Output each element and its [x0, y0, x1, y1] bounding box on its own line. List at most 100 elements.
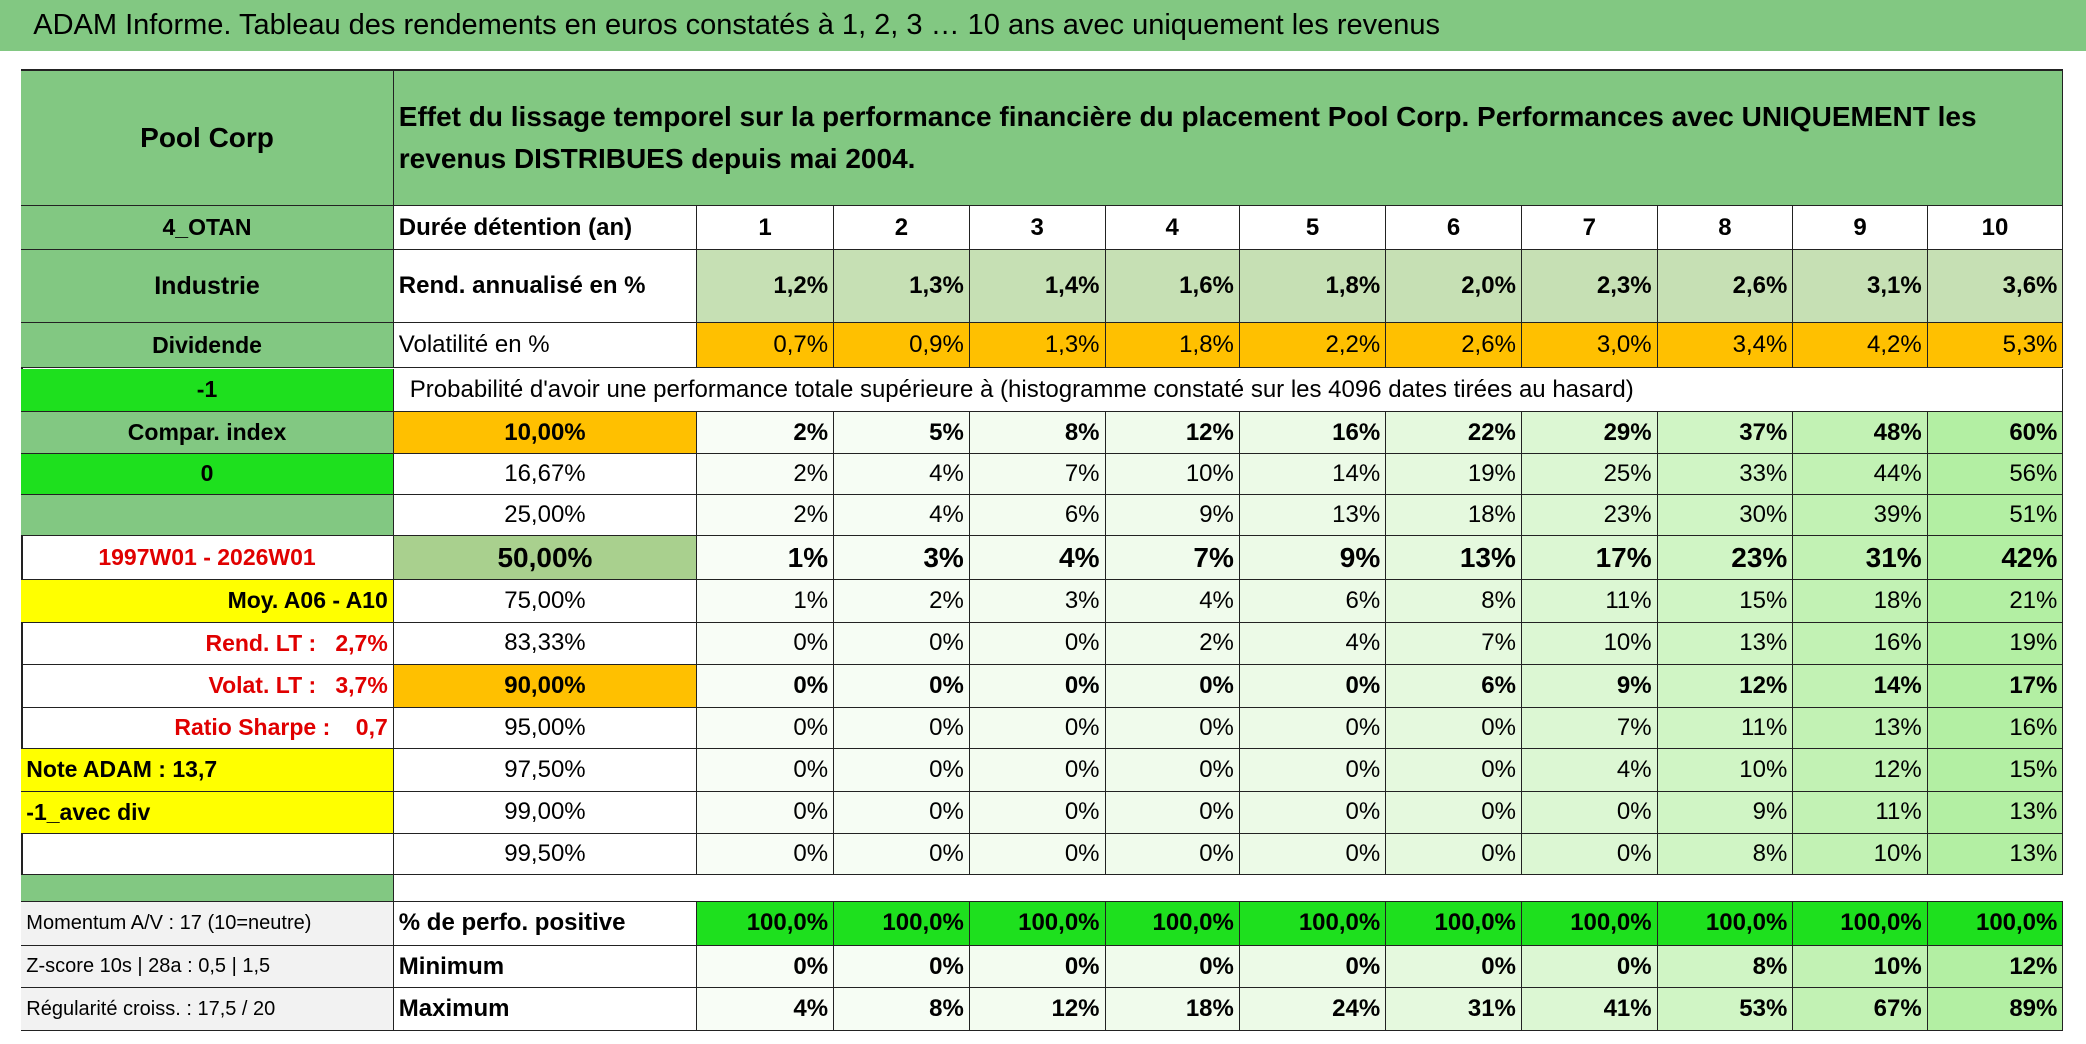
row-head: 0: [21, 453, 394, 495]
value-cell: 0%: [1239, 665, 1387, 708]
value-cell: 4%: [1521, 748, 1658, 792]
value-cell: 6%: [1386, 665, 1522, 708]
value-cell: 39%: [1793, 494, 1928, 537]
value-cell: 1,4%: [969, 250, 1106, 324]
value-cell: 0%: [969, 748, 1106, 792]
value-cell: 9%: [1521, 665, 1658, 708]
value-cell: 0%: [834, 748, 970, 792]
value-cell: 4%: [1239, 622, 1387, 666]
value-cell: 0%: [1105, 707, 1240, 749]
value-cell: 2%: [697, 412, 835, 454]
row-label: 10,00%: [393, 412, 698, 454]
value-cell: 15%: [1657, 580, 1794, 623]
value-cell: 9%: [1239, 536, 1387, 581]
value-cell: 7%: [1521, 707, 1658, 749]
value-cell: 13%: [1386, 536, 1522, 581]
value-cell: 9%: [1105, 494, 1240, 537]
value-cell: 18%: [1105, 988, 1240, 1032]
value-cell: 0%: [969, 622, 1106, 666]
row-label: 99,50%: [393, 834, 698, 876]
row-head: [21, 834, 394, 876]
value-cell: 7%: [969, 453, 1106, 495]
value-cell: 42%: [1927, 536, 2064, 581]
row-head: -1_avec div: [21, 791, 394, 835]
value-cell: 1,8%: [1239, 250, 1387, 324]
row-head: 4_OTAN: [21, 206, 394, 251]
row-label: Maximum: [393, 988, 698, 1032]
row-label: 83,33%: [393, 622, 698, 666]
value-cell: 1,6%: [1105, 250, 1240, 324]
row-label: Rend. annualisé en %: [393, 250, 698, 324]
row-label: % de perfo. positive: [393, 901, 698, 946]
value-cell: 4%: [969, 536, 1106, 581]
value-cell: 10%: [1105, 453, 1240, 495]
value-cell: 0%: [1386, 945, 1522, 989]
value-cell: 8%: [1657, 834, 1794, 876]
top-border: [21, 69, 2064, 71]
value-cell: 0,9%: [834, 323, 970, 369]
value-cell: 0%: [697, 791, 835, 835]
value-cell: 100,0%: [1927, 901, 2064, 946]
value-cell: 3: [969, 206, 1106, 251]
value-cell: 13%: [1793, 707, 1928, 749]
value-cell: 44%: [1793, 453, 1928, 495]
row-label: Minimum: [393, 945, 698, 989]
value-cell: 3%: [834, 536, 970, 581]
value-cell: 22%: [1386, 412, 1522, 454]
row-head: [21, 494, 394, 537]
value-cell: 0%: [969, 665, 1106, 708]
value-cell: 11%: [1521, 580, 1658, 623]
value-cell: 1%: [697, 536, 835, 581]
value-cell: 23%: [1657, 536, 1794, 581]
value-cell: 1,3%: [969, 323, 1106, 369]
value-cell: 100,0%: [1105, 901, 1240, 946]
value-cell: 56%: [1927, 453, 2064, 495]
value-cell: 89%: [1927, 988, 2064, 1032]
value-cell: 7%: [1105, 536, 1240, 581]
row-head: Moy. A06 - A10: [21, 580, 394, 623]
value-cell: 2,6%: [1386, 323, 1522, 369]
value-cell: 0%: [1386, 834, 1522, 876]
row-label: Volatilité en %: [393, 323, 698, 369]
row-head: -1: [21, 368, 394, 413]
value-cell: 6%: [1239, 580, 1387, 623]
value-cell: 19%: [1927, 622, 2064, 666]
value-cell: 4%: [834, 453, 970, 495]
value-cell: 10: [1927, 206, 2064, 251]
value-cell: 2%: [697, 494, 835, 537]
row-head: Volat. LT : 3,7%: [21, 665, 394, 708]
value-cell: 4%: [834, 494, 970, 537]
value-cell: 12%: [1105, 412, 1240, 454]
value-cell: 0%: [697, 707, 835, 749]
value-cell: 12%: [1927, 945, 2064, 989]
value-cell: 100,0%: [697, 901, 835, 946]
value-cell: 0%: [697, 665, 835, 708]
value-cell: 5,3%: [1927, 323, 2064, 369]
value-cell: 13%: [1927, 834, 2064, 876]
row-label: 50,00%: [393, 536, 698, 581]
value-cell: 17%: [1927, 665, 2064, 708]
value-cell: 0%: [1521, 945, 1658, 989]
value-cell: 14%: [1239, 453, 1387, 495]
value-cell: 12%: [969, 988, 1106, 1032]
value-cell: 11%: [1657, 707, 1794, 749]
value-cell: 6: [1386, 206, 1522, 251]
value-cell: 7: [1521, 206, 1658, 251]
value-cell: 1%: [697, 580, 835, 623]
value-cell: 0%: [1105, 748, 1240, 792]
value-cell: 2,6%: [1657, 250, 1794, 324]
value-cell: 100,0%: [1657, 901, 1794, 946]
row-label: 75,00%: [393, 580, 698, 623]
header-text: Effet du lissage temporel sur la perform…: [393, 70, 2064, 207]
value-cell: 1,8%: [1105, 323, 1240, 369]
value-cell: 1: [697, 206, 835, 251]
value-cell: 12%: [1793, 748, 1928, 792]
value-cell: 12%: [1657, 665, 1794, 708]
value-cell: 8%: [1386, 580, 1522, 623]
title-bar: ADAM Informe. Tableau des rendements en …: [0, 0, 2086, 51]
value-cell: 25%: [1521, 453, 1658, 495]
value-cell: 0%: [969, 945, 1106, 989]
value-cell: 0%: [1386, 707, 1522, 749]
value-cell: 41%: [1521, 988, 1658, 1032]
